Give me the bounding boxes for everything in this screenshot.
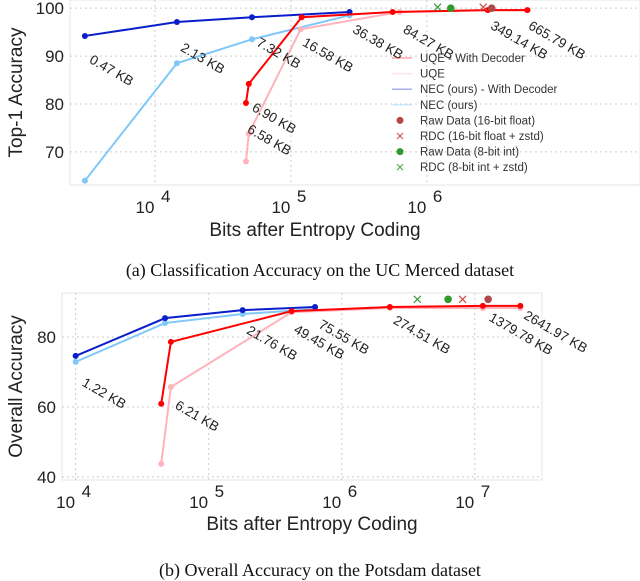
x-tick-exponent: 6 xyxy=(348,482,357,501)
marker-dot xyxy=(484,295,492,304)
plot-area xyxy=(69,0,640,186)
series-point xyxy=(248,14,255,21)
series-line-0 xyxy=(160,304,521,404)
legend-dot-swatch xyxy=(396,116,404,124)
x-tick-label: 10 xyxy=(407,198,426,217)
legend-entry: NEC (ours) xyxy=(420,100,478,112)
legend-entry: Raw Data (8-bit int) xyxy=(420,147,519,159)
series-point xyxy=(245,80,252,87)
marker-dot xyxy=(446,4,455,12)
x-tick-exponent: 7 xyxy=(481,482,490,501)
x-tick-label: 10 xyxy=(271,198,290,217)
legend-entry: NEC (ours) - With Decoder xyxy=(420,84,558,96)
plot-area xyxy=(61,292,543,481)
legend-x-swatch xyxy=(396,132,404,140)
series-point xyxy=(386,303,393,310)
y-tick-label: 70 xyxy=(45,143,64,162)
series-point xyxy=(297,26,304,33)
series-point xyxy=(389,8,396,15)
caption-a: (a) Classification Accuracy on the UC Me… xyxy=(126,260,514,281)
marker-x xyxy=(479,3,488,12)
legend-dot-swatch xyxy=(396,148,404,156)
series-point xyxy=(242,100,249,107)
series-point xyxy=(162,320,169,327)
x-tick-exponent: 5 xyxy=(297,187,306,206)
legend-entry: Raw Data (16-bit float) xyxy=(420,115,535,127)
series-point xyxy=(517,302,524,309)
y-axis-label: Overall Accuracy xyxy=(6,315,27,458)
chart-classification-accuracy: 70 80 90 100 10 4 10 5 10 6 Bits after Entropy Cod… xyxy=(6,0,640,241)
x-tick-exponent: 5 xyxy=(215,482,224,501)
x-tick-exponent: 4 xyxy=(161,187,170,206)
legend-entry: RDC (8-bit int + zstd) xyxy=(420,162,528,174)
marker-dot xyxy=(444,295,452,304)
series-point xyxy=(173,60,180,67)
series-point xyxy=(72,358,79,365)
legend: UQE - With Decoder UQE NEC (ours) - With D… xyxy=(392,53,558,174)
series-line-2 xyxy=(75,305,316,357)
series-point xyxy=(158,460,165,467)
series-line-1 xyxy=(160,307,521,465)
x-tick-label: 10 xyxy=(455,493,474,512)
series-point xyxy=(239,307,246,314)
legend-entry: UQE - With Decoder xyxy=(420,53,525,65)
y-tick-label: 60 xyxy=(37,398,56,417)
x-axis-label: Bits after Entropy Coding xyxy=(206,514,417,535)
legend-x-swatch xyxy=(396,163,404,171)
y-tick-label: 80 xyxy=(45,95,64,114)
series-point xyxy=(248,36,255,43)
x-tick-label: 10 xyxy=(322,493,341,512)
chart-overall-accuracy: 40 60 80 10 4 10 5 10 6 10 7 Bits after Entropy Cod… xyxy=(6,292,590,535)
series-point xyxy=(167,384,174,391)
x-tick-exponent: 6 xyxy=(433,187,442,206)
y-tick-label: 40 xyxy=(37,468,56,487)
y-tick-label: 80 xyxy=(37,328,56,347)
series-point xyxy=(245,130,252,137)
marker-dot xyxy=(487,4,496,12)
series-point xyxy=(298,14,305,21)
x-tick-label: 10 xyxy=(56,493,75,512)
series-point xyxy=(81,32,88,39)
x-tick-label: 10 xyxy=(136,198,155,217)
y-tick-label: 100 xyxy=(36,0,64,18)
caption-b: (b) Overall Accuracy on the Potsdam data… xyxy=(159,560,481,581)
y-tick-label: 90 xyxy=(45,47,64,66)
marker-x xyxy=(458,295,467,304)
series-point xyxy=(479,302,486,309)
series-point xyxy=(242,158,249,165)
series-point xyxy=(72,352,79,359)
x-tick-label: 10 xyxy=(189,493,208,512)
legend-entry: RDC (16-bit float + zstd) xyxy=(420,131,544,143)
y-axis-label: Top-1 Accuracy xyxy=(6,27,27,157)
series-point xyxy=(288,308,295,315)
series-point xyxy=(162,315,169,322)
marker-x xyxy=(433,3,442,12)
series-point xyxy=(158,400,165,407)
marker-x xyxy=(413,295,422,304)
series-point xyxy=(167,338,174,345)
series-point xyxy=(173,19,180,26)
series-point xyxy=(81,177,88,184)
series-point xyxy=(524,7,531,14)
x-axis-label: Bits after Entropy Coding xyxy=(209,220,420,241)
series-line-3 xyxy=(75,308,316,363)
x-tick-exponent: 4 xyxy=(82,482,91,501)
legend-entry: UQE xyxy=(420,69,445,81)
series-point xyxy=(312,303,319,310)
